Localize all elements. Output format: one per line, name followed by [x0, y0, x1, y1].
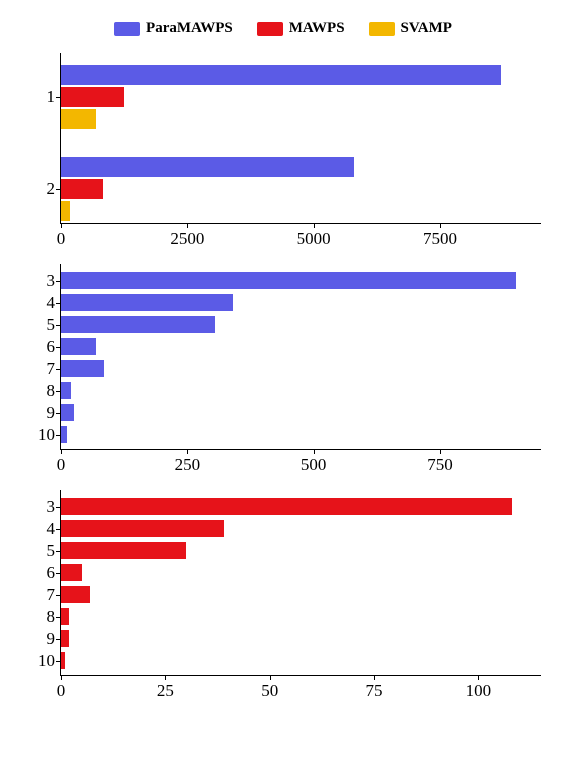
legend-item-paramawps: ParaMAWPS: [114, 20, 233, 37]
bar: [61, 316, 215, 333]
y-tick: [56, 347, 61, 348]
bar: [61, 201, 70, 221]
bar: [61, 65, 501, 85]
bar: [61, 87, 124, 107]
y-tick: [56, 413, 61, 414]
bar: [61, 608, 69, 625]
x-axis-label: 250: [175, 449, 201, 475]
y-tick: [56, 391, 61, 392]
x-axis-label: 75: [366, 675, 383, 701]
bar: [61, 520, 224, 537]
x-axis-label: 25: [157, 675, 174, 701]
x-axis-label: 5000: [297, 223, 331, 249]
y-tick: [56, 325, 61, 326]
bar: [61, 630, 69, 647]
y-tick: [56, 595, 61, 596]
bar: [61, 109, 96, 129]
x-axis-label: 100: [466, 675, 492, 701]
chart2: 3456789100250500750: [60, 264, 546, 450]
bar: [61, 294, 233, 311]
bar: [61, 157, 354, 177]
y-tick: [56, 507, 61, 508]
y-tick: [56, 435, 61, 436]
bar: [61, 426, 67, 443]
bar: [61, 542, 186, 559]
bar: [61, 404, 74, 421]
bar: [61, 586, 90, 603]
bar: [61, 272, 516, 289]
bar: [61, 564, 82, 581]
y-tick: [56, 551, 61, 552]
y-tick: [56, 529, 61, 530]
x-axis-label: 50: [261, 675, 278, 701]
plot-area: 120250050007500: [60, 53, 541, 224]
chart1: 120250050007500: [60, 53, 546, 224]
legend-swatch: [369, 22, 395, 36]
y-tick: [56, 369, 61, 370]
bar: [61, 360, 104, 377]
legend-swatch: [114, 22, 140, 36]
y-tick: [56, 303, 61, 304]
legend: ParaMAWPS MAWPS SVAMP: [20, 20, 546, 37]
legend-label: SVAMP: [401, 20, 452, 37]
y-tick: [56, 639, 61, 640]
legend-item-svamp: SVAMP: [369, 20, 452, 37]
x-axis-label: 0: [57, 675, 66, 701]
x-axis-label: 2500: [170, 223, 204, 249]
x-axis-label: 0: [57, 223, 66, 249]
y-tick: [56, 281, 61, 282]
legend-swatch: [257, 22, 283, 36]
legend-label: MAWPS: [289, 20, 345, 37]
bar: [61, 498, 512, 515]
x-axis-label: 750: [427, 449, 453, 475]
y-tick: [56, 617, 61, 618]
legend-label: ParaMAWPS: [146, 20, 233, 37]
y-tick: [56, 97, 61, 98]
y-tick: [56, 661, 61, 662]
x-axis-label: 0: [57, 449, 66, 475]
charts-container: 120250050007500 3456789100250500750 345678…: [20, 53, 546, 676]
plot-area: 3456789100250500750: [60, 264, 541, 450]
bar: [61, 382, 71, 399]
bar: [61, 179, 103, 199]
plot-area: 3456789100255075100: [60, 490, 541, 676]
bar: [61, 652, 65, 669]
x-axis-label: 7500: [423, 223, 457, 249]
x-axis-label: 500: [301, 449, 327, 475]
y-tick: [56, 189, 61, 190]
y-tick: [56, 573, 61, 574]
legend-item-mawps: MAWPS: [257, 20, 345, 37]
bar: [61, 338, 96, 355]
chart3: 3456789100255075100: [60, 490, 546, 676]
